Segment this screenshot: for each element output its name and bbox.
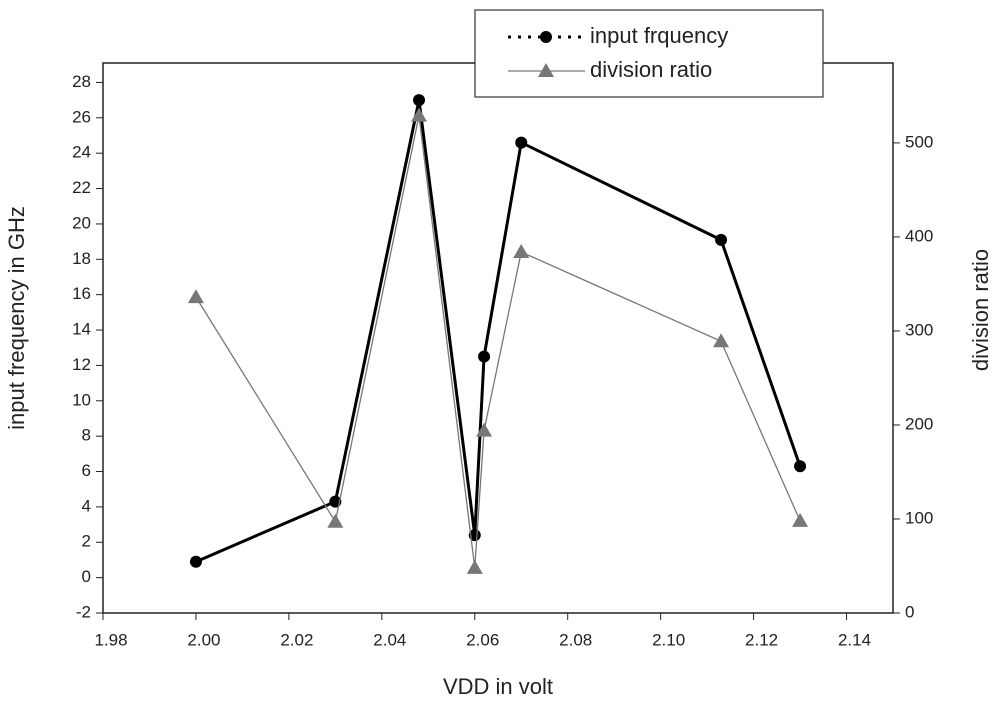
x-tick-label: 2.00 <box>187 630 220 649</box>
point <box>792 512 809 527</box>
x-axis-title: VDD in volt <box>443 674 553 699</box>
legend-box <box>474 9 824 98</box>
y2-tick-label: 500 <box>905 132 933 151</box>
point <box>189 555 202 568</box>
y-tick-label: 10 <box>72 390 91 409</box>
y-tick-label: 20 <box>72 213 91 232</box>
point <box>413 94 425 107</box>
y2-tick-label: 200 <box>905 414 933 433</box>
series-line <box>195 99 802 564</box>
y-tick-label: 22 <box>72 178 91 197</box>
y-tick-label: 12 <box>72 355 91 374</box>
y-tick-label: 24 <box>72 143 91 162</box>
y-tick-label: 2 <box>82 532 91 551</box>
legend-label: division ratio <box>590 57 712 82</box>
y2-tick-label: 100 <box>905 508 933 527</box>
x-tick-label: 2.12 <box>745 630 778 649</box>
point <box>513 243 530 258</box>
y-tick-label: 8 <box>82 426 91 445</box>
x-tick-label: 2.10 <box>652 630 685 649</box>
point <box>715 233 728 246</box>
y-tick-label: 0 <box>82 567 91 586</box>
legend-marker <box>538 63 554 77</box>
x-tick-label: 2.14 <box>838 630 871 649</box>
legend-marker <box>540 31 552 43</box>
y-tick-label: 4 <box>82 496 91 515</box>
point <box>478 350 491 363</box>
point <box>466 559 483 574</box>
y2-tick-label: 400 <box>905 226 933 245</box>
x-tick-label: 2.08 <box>559 630 592 649</box>
y2-tick-label: 300 <box>905 320 933 339</box>
y-tick-label: 26 <box>72 107 91 126</box>
y-tick-label: 16 <box>72 284 91 303</box>
point <box>476 422 493 437</box>
y-tick-label: 18 <box>72 249 91 268</box>
x-tick-label: 2.04 <box>373 630 406 649</box>
y-tick-label: -2 <box>76 602 91 621</box>
x-tick-label: 2.02 <box>280 630 313 649</box>
y2-tick-label: 0 <box>905 602 914 621</box>
point <box>515 136 528 149</box>
point <box>327 513 344 528</box>
y-tick-label: 6 <box>82 461 91 480</box>
legend-label: input frquency <box>590 23 728 48</box>
point <box>187 289 204 304</box>
point <box>713 333 730 348</box>
x-tick-label: 1.98 <box>94 630 127 649</box>
y-tick-label: 28 <box>72 72 91 91</box>
series-line <box>195 115 801 568</box>
x-tick-label: 2.06 <box>466 630 499 649</box>
y-axis-title: input frequency in GHz <box>4 206 29 430</box>
point <box>411 107 427 122</box>
point <box>794 460 807 473</box>
y2-axis-title: division ratio <box>968 249 993 371</box>
y-tick-label: 14 <box>72 320 91 339</box>
